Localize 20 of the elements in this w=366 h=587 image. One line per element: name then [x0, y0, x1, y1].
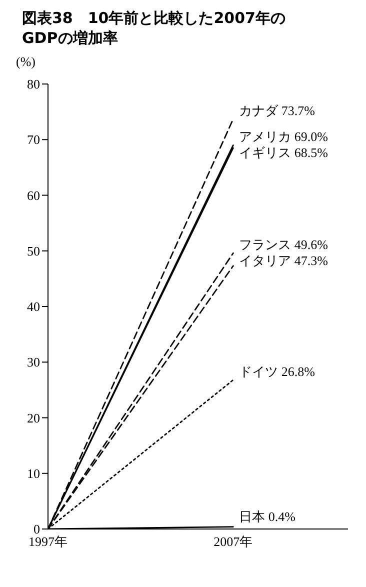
text: 日本 0.4% [239, 509, 296, 524]
text: アメリカ 69.0% [239, 129, 328, 144]
text: イギリス 68.5% [239, 145, 328, 160]
y-tick-label: 60 [27, 188, 40, 203]
text: ドイツ 26.8% [239, 364, 316, 379]
x-tick-label: 2007年 [214, 534, 253, 550]
y-tick-label: 40 [27, 299, 40, 314]
chart-title: 図表38 10年前と比較した2007年の GDPの増加率 [21, 8, 286, 48]
text: フランス 49.6% [239, 237, 328, 252]
y-axis-title: (%) [15, 54, 36, 69]
y-tick-label: 50 [27, 243, 40, 258]
x-tick-label: 1997年 [28, 534, 68, 550]
y-tick-label: 30 [27, 354, 40, 370]
y-tick-label: 70 [27, 132, 40, 148]
text: カナダ 73.7% [239, 103, 316, 118]
y-tick-label: 20 [27, 410, 40, 426]
y-tick-label: 80 [27, 76, 40, 92]
y-tick-label: 10 [27, 466, 40, 481]
text: イタリア 47.3% [239, 253, 328, 268]
y-tick-label: 0 [34, 522, 40, 537]
